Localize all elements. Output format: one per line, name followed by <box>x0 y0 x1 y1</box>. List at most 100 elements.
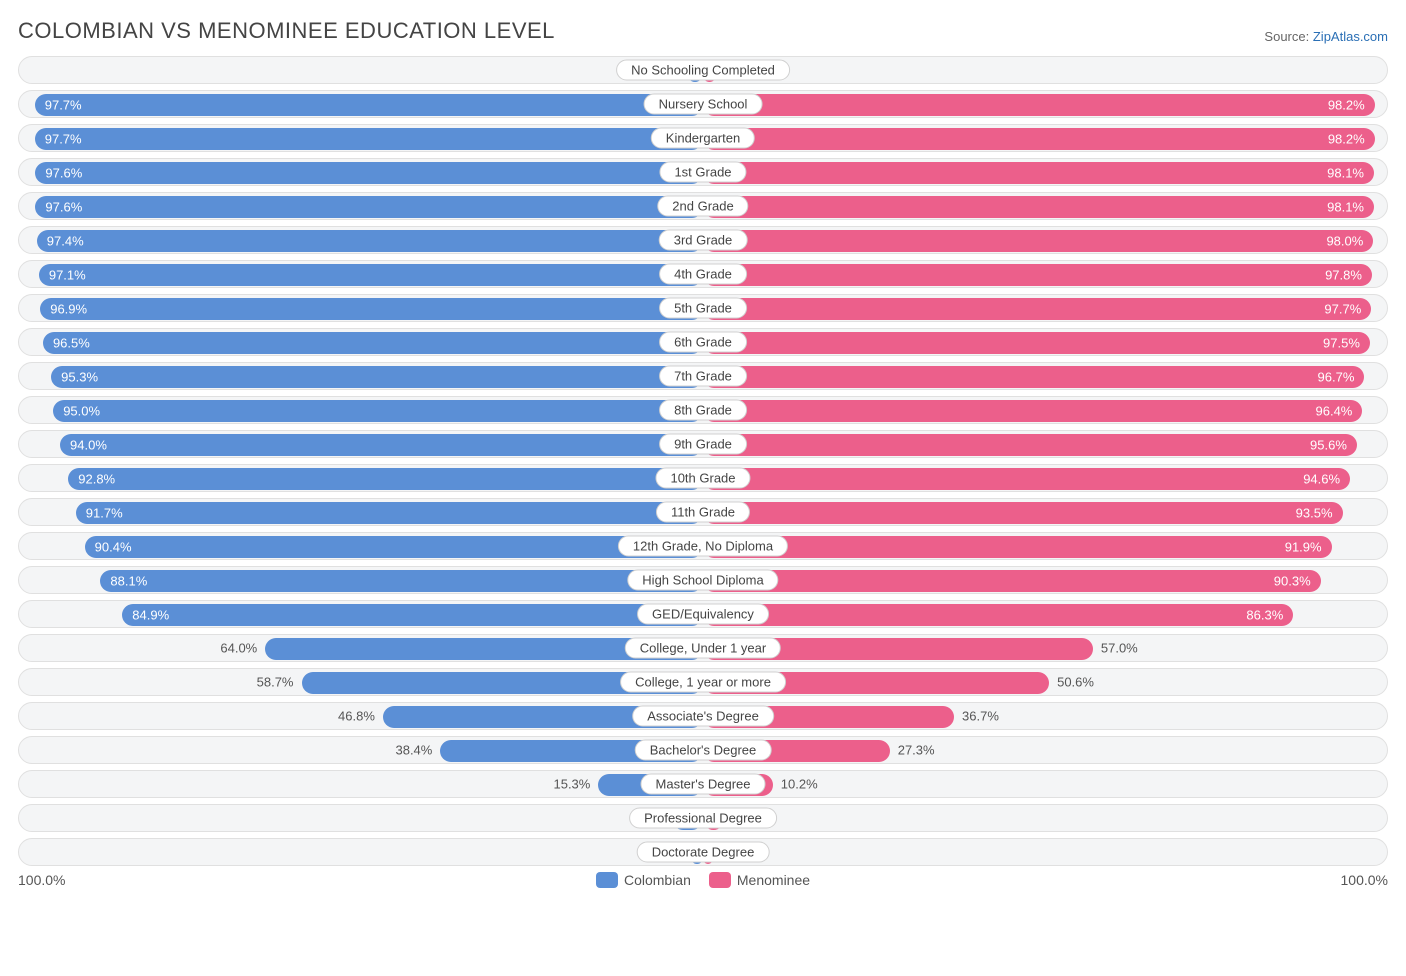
category-label: No Schooling Completed <box>616 60 790 81</box>
category-label: Associate's Degree <box>632 706 774 727</box>
bar-right: 97.7% <box>703 298 1371 320</box>
chart-row: 97.4% 98.0% 3rd Grade <box>18 226 1388 254</box>
chart-row: 97.7%98.2%Nursery School <box>18 90 1388 118</box>
category-label: Doctorate Degree <box>637 842 770 863</box>
category-label: 5th Grade <box>659 298 747 319</box>
legend: Colombian Menominee <box>65 872 1340 888</box>
bar-left: 97.1% <box>39 264 703 286</box>
value-label-right: 96.7% <box>1318 370 1355 385</box>
value-label-right: 91.9% <box>1285 540 1322 555</box>
category-label: High School Diploma <box>627 570 778 591</box>
value-label-right: 86.3% <box>1246 608 1283 623</box>
value-label-right: 97.5% <box>1323 336 1360 351</box>
diverging-bar-chart: 2.3%1.9%No Schooling Completed97.7%98.2%… <box>18 56 1388 866</box>
category-label: 10th Grade <box>655 468 750 489</box>
bar-right: 96.4% <box>703 400 1362 422</box>
bar-left: 96.9% <box>40 298 703 320</box>
axis-max-right: 100.0% <box>1341 872 1388 888</box>
chart-row: 88.1% 90.3% High School Diploma <box>18 566 1388 594</box>
legend-item-left: Colombian <box>596 872 691 888</box>
chart-row: 64.0%57.0%College, Under 1 year <box>18 634 1388 662</box>
category-label: 1st Grade <box>659 162 746 183</box>
value-label-left: 38.4% <box>395 743 432 758</box>
value-label-right: 96.4% <box>1316 404 1353 419</box>
value-label-left: 95.0% <box>63 404 100 419</box>
chart-row: 96.5% 97.5% 6th Grade <box>18 328 1388 356</box>
bar-left: 97.7% <box>35 94 703 116</box>
bar-left: 88.1% <box>100 570 703 592</box>
bar-right: 98.1% <box>703 162 1374 184</box>
value-label-right: 93.5% <box>1296 506 1333 521</box>
bar-left: 95.3% <box>51 366 703 388</box>
legend-swatch-right <box>709 872 731 888</box>
bar-right: 98.2% <box>703 128 1375 150</box>
bar-right: 98.1% <box>703 196 1374 218</box>
bar-right: 97.5% <box>703 332 1370 354</box>
chart-row: 4.6%3.1%Professional Degree <box>18 804 1388 832</box>
chart-row: 97.7%98.2%Kindergarten <box>18 124 1388 152</box>
bar-left: 91.7% <box>76 502 703 524</box>
category-label: GED/Equivalency <box>637 604 769 625</box>
value-label-left: 96.5% <box>53 336 90 351</box>
value-label-right: 98.1% <box>1327 200 1364 215</box>
value-label-left: 88.1% <box>110 574 147 589</box>
chart-row: 15.3%10.2%Master's Degree <box>18 770 1388 798</box>
value-label-left: 58.7% <box>257 675 294 690</box>
bar-right: 93.5% <box>703 502 1343 524</box>
value-label-left: 92.8% <box>78 472 115 487</box>
chart-row: 97.1%97.8%4th Grade <box>18 260 1388 288</box>
chart-row: 91.7% 93.5% 11th Grade <box>18 498 1388 526</box>
category-label: Nursery School <box>644 94 763 115</box>
value-label-right: 97.7% <box>1324 302 1361 317</box>
value-label-right: 90.3% <box>1274 574 1311 589</box>
value-label-right: 27.3% <box>898 743 935 758</box>
category-label: College, Under 1 year <box>625 638 781 659</box>
value-label-right: 36.7% <box>962 709 999 724</box>
category-label: Professional Degree <box>629 808 777 829</box>
category-label: 3rd Grade <box>659 230 748 251</box>
chart-row: 94.0%95.6%9th Grade <box>18 430 1388 458</box>
value-label-right: 94.6% <box>1303 472 1340 487</box>
category-label: 8th Grade <box>659 400 747 421</box>
category-label: 11th Grade <box>656 502 750 523</box>
chart-source: Source: ZipAtlas.com <box>1264 29 1388 44</box>
category-label: 12th Grade, No Diploma <box>618 536 788 557</box>
value-label-right: 98.1% <box>1327 166 1364 181</box>
legend-label-right: Menominee <box>737 872 810 888</box>
category-label: 2nd Grade <box>657 196 748 217</box>
bar-left: 97.6% <box>35 196 703 218</box>
bar-left: 97.6% <box>35 162 703 184</box>
category-label: Bachelor's Degree <box>635 740 772 761</box>
chart-row: 96.9% 97.7% 5th Grade <box>18 294 1388 322</box>
bar-right: 90.3% <box>703 570 1321 592</box>
value-label-left: 97.4% <box>47 234 84 249</box>
chart-row: 97.6% 98.1% 1st Grade <box>18 158 1388 186</box>
bar-right: 95.6% <box>703 434 1357 456</box>
chart-row: 95.3%96.7%7th Grade <box>18 362 1388 390</box>
value-label-left: 97.6% <box>45 200 82 215</box>
legend-swatch-left <box>596 872 618 888</box>
category-label: 6th Grade <box>659 332 747 353</box>
chart-row: 1.7%1.4%Doctorate Degree <box>18 838 1388 866</box>
chart-row: 58.7%50.6%College, 1 year or more <box>18 668 1388 696</box>
value-label-left: 94.0% <box>70 438 107 453</box>
bar-right: 91.9% <box>703 536 1332 558</box>
value-label-left: 15.3% <box>553 777 590 792</box>
source-link[interactable]: ZipAtlas.com <box>1313 29 1388 44</box>
chart-row: 2.3%1.9%No Schooling Completed <box>18 56 1388 84</box>
value-label-left: 46.8% <box>338 709 375 724</box>
bar-right: 94.6% <box>703 468 1350 490</box>
bar-right: 98.2% <box>703 94 1375 116</box>
value-label-right: 95.6% <box>1310 438 1347 453</box>
bar-right: 97.8% <box>703 264 1372 286</box>
category-label: Master's Degree <box>641 774 766 795</box>
chart-row: 90.4%91.9%12th Grade, No Diploma <box>18 532 1388 560</box>
bar-left: 97.4% <box>37 230 703 252</box>
bar-right: 86.3% <box>703 604 1293 626</box>
axis-max-left: 100.0% <box>18 872 65 888</box>
bar-left: 84.9% <box>122 604 703 626</box>
value-label-right: 98.0% <box>1326 234 1363 249</box>
value-label-left: 97.6% <box>45 166 82 181</box>
legend-label-left: Colombian <box>624 872 691 888</box>
bar-left: 94.0% <box>60 434 703 456</box>
